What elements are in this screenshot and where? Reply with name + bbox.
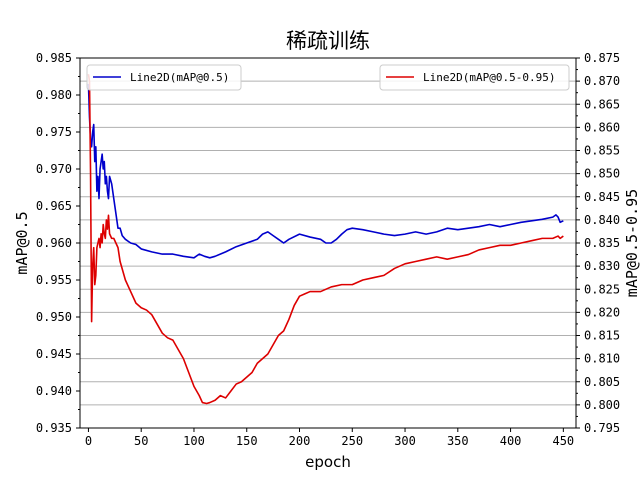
y-tick-label: 0.985 (36, 51, 72, 65)
y2-tick-label: 0.815 (584, 329, 620, 343)
y2-tick-label: 0.860 (584, 120, 620, 134)
y-tick-label: 0.975 (36, 125, 72, 139)
y-tick-label: 0.960 (36, 236, 72, 250)
y2-tick-label: 0.830 (584, 259, 620, 273)
x-tick-label: 250 (341, 434, 363, 448)
x-tick-label: 150 (236, 434, 258, 448)
y2-tick-label: 0.875 (584, 51, 620, 65)
x-tick-label: 200 (289, 434, 311, 448)
y2-tick-label: 0.820 (584, 305, 620, 319)
x-tick-label: 400 (500, 434, 522, 448)
x-tick-label: 300 (394, 434, 416, 448)
y2-tick-label: 0.810 (584, 352, 620, 366)
y2-tick-label: 0.870 (584, 74, 620, 88)
y2-tick-label: 0.825 (584, 282, 620, 296)
x-axis-ticks: 0 50 100 150 200 250 300 350 400 450 (85, 428, 574, 448)
legend-left-box (86, 64, 242, 91)
y-tick-label: 0.980 (36, 88, 72, 102)
x-tick-label: 0 (85, 434, 92, 448)
x-tick-label: 450 (552, 434, 574, 448)
y2-tick-label: 0.835 (584, 236, 620, 250)
y-axis-left-ticks: 0.935 0.940 0.945 0.950 0.955 0.960 0.965 0.970… (36, 51, 80, 435)
series-line-map50 (87, 83, 564, 259)
y-axis-right-label: mAP@0.5-0.95 (623, 189, 640, 297)
y2-tick-label: 0.840 (584, 213, 620, 227)
y-tick-label: 0.965 (36, 199, 72, 213)
y2-tick-label: 0.805 (584, 375, 620, 389)
y-tick-label: 0.940 (36, 384, 72, 398)
y2-tick-label: 0.855 (584, 144, 620, 158)
y2-tick-label: 0.795 (584, 421, 620, 435)
legend-right: Line2D(mAP@0.5-0.95) (379, 64, 570, 91)
y-axis-right-ticks: 0.795 0.800 0.805 0.810 0.815 0.820 0.825 0.830… (576, 51, 620, 435)
chart-title: 稀疏训练 (286, 29, 370, 53)
legend-right-box (379, 64, 570, 91)
plot-lines (87, 74, 564, 405)
x-tick-label: 350 (447, 434, 469, 448)
legend-left-label: Line2D(mAP@0.5) (130, 71, 229, 84)
y2-tick-label: 0.800 (584, 398, 620, 412)
gridlines (80, 57, 576, 429)
series-line-map50-95 (87, 74, 564, 405)
y-axis-left-label: mAP@0.5 (13, 211, 31, 274)
y-tick-label: 0.945 (36, 347, 72, 361)
x-tick-label: 100 (183, 434, 205, 448)
y-tick-label: 0.970 (36, 162, 72, 176)
x-axis-label: epoch (305, 453, 351, 471)
y2-tick-label: 0.845 (584, 190, 620, 204)
y-tick-label: 0.955 (36, 273, 72, 287)
y-tick-label: 0.935 (36, 421, 72, 435)
y-tick-label: 0.950 (36, 310, 72, 324)
y2-tick-label: 0.865 (584, 97, 620, 111)
x-tick-label: 50 (134, 434, 148, 448)
legend-left: Line2D(mAP@0.5) (86, 64, 242, 91)
y2-tick-label: 0.850 (584, 167, 620, 181)
legend-right-label: Line2D(mAP@0.5-0.95) (423, 71, 555, 84)
